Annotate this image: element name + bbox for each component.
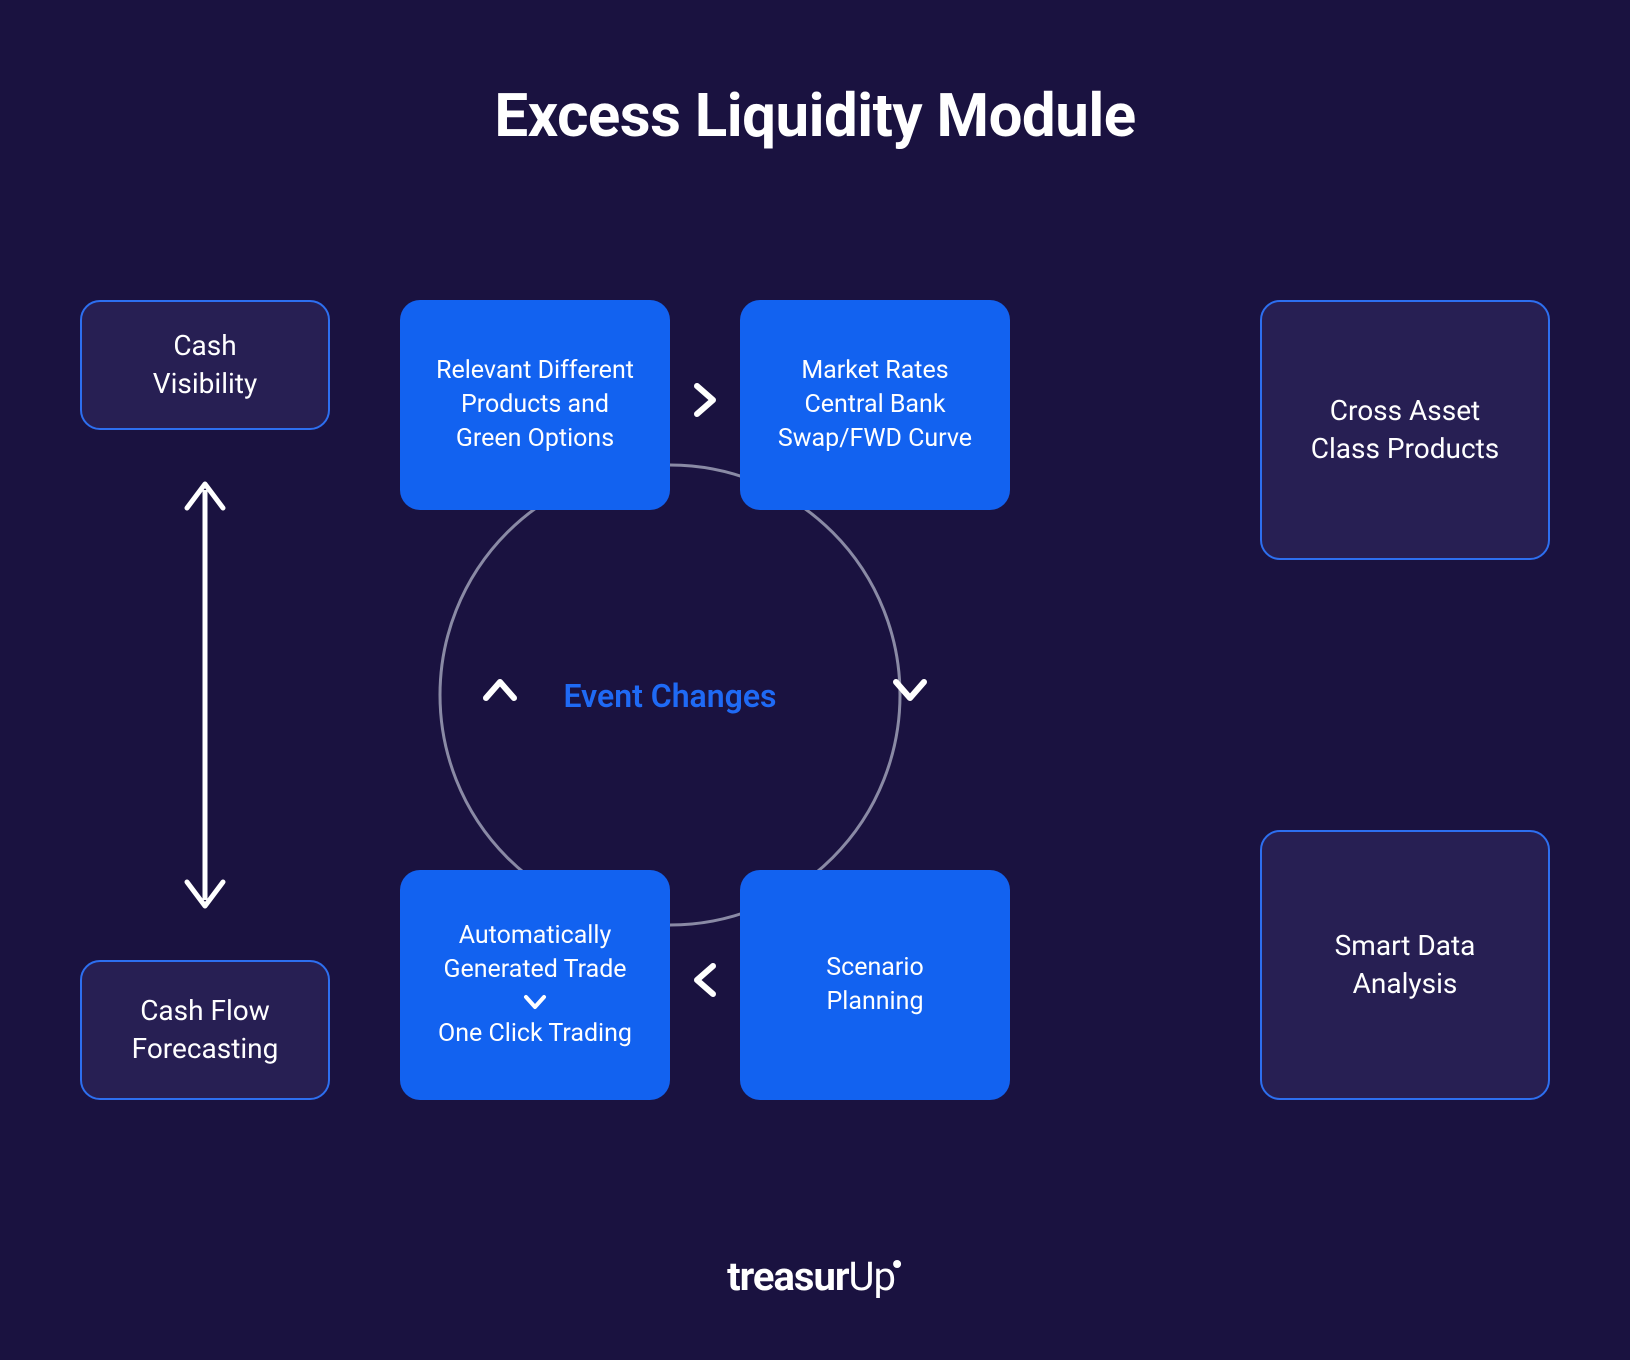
label: Smart DataAnalysis [1335,927,1476,1003]
center-label: Event Changes [540,677,800,715]
label: Cash FlowForecasting [132,992,279,1068]
chevron-right-icon [685,380,725,420]
box-smart-data: Smart DataAnalysis [1260,830,1550,1100]
label: CashVisibility [153,327,257,403]
brand-logo: treasurUp [727,1253,903,1300]
label: Market RatesCentral BankSwap/FWD Curve [778,354,972,455]
box-products: Relevant DifferentProducts andGreen Opti… [400,300,670,510]
diagram-canvas: CashVisibility Cash FlowForecasting Cros… [0,0,1630,1360]
label-top: AutomaticallyGenerated Trade [443,919,626,987]
box-cash-visibility: CashVisibility [80,300,330,430]
chevron-right-icon [890,670,930,710]
box-cash-flow-forecasting: Cash FlowForecasting [80,960,330,1100]
label: Relevant DifferentProducts andGreen Opti… [436,354,634,455]
label-bottom: One Click Trading [438,1017,632,1051]
label: ScenarioPlanning [826,951,923,1019]
box-auto-trade: AutomaticallyGenerated Trade One Click T… [400,870,670,1100]
cycle-circle [0,0,1630,1360]
box-scenario: ScenarioPlanning [740,870,1010,1100]
chevron-down-icon [522,993,548,1011]
label: Cross AssetClass Products [1311,392,1499,468]
logo-suffix: Up [849,1253,895,1300]
box-cross-asset: Cross AssetClass Products [1260,300,1550,560]
box-market-rates: Market RatesCentral BankSwap/FWD Curve [740,300,1010,510]
double-arrow-icon [175,460,235,930]
chevron-right-icon [480,670,520,710]
logo-brand: treasur [727,1253,848,1300]
logo-dot-icon [893,1260,901,1268]
chevron-right-icon [685,960,725,1000]
